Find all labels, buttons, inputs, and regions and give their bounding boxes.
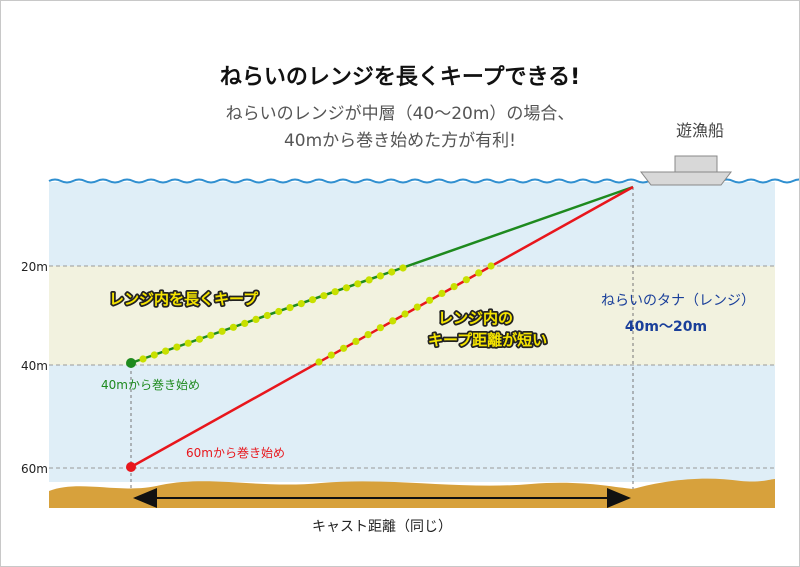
red-range-dot bbox=[413, 303, 421, 311]
green-callout: レンジ内を長くキープ bbox=[109, 290, 259, 308]
green-range-dot bbox=[399, 264, 407, 272]
green-range-dot bbox=[229, 323, 237, 331]
red-range-dot bbox=[462, 276, 470, 284]
target-range-band bbox=[49, 266, 775, 365]
green-range-dot bbox=[218, 327, 226, 335]
red-range-dot bbox=[426, 296, 434, 304]
green-range-dot bbox=[195, 335, 204, 343]
red-range-dot bbox=[327, 351, 335, 359]
green-range-dot bbox=[365, 276, 373, 284]
green-range-dot bbox=[309, 296, 317, 304]
red-range-dot bbox=[450, 283, 458, 291]
diagram-title: ねらいのレンジを長くキープできる! bbox=[219, 65, 581, 90]
green-range-dot bbox=[320, 292, 328, 300]
red-range-dot bbox=[487, 262, 495, 270]
red-range-dot bbox=[475, 269, 483, 277]
green-start-point bbox=[126, 358, 136, 368]
subtitle-line-1: ねらいのレンジが中層（40〜20m）の場合、 bbox=[225, 104, 575, 124]
green-range-dot bbox=[275, 307, 283, 316]
seabed bbox=[49, 478, 775, 508]
depth-label-60m: 60m bbox=[21, 462, 48, 476]
green-start-label: 40mから巻き始め bbox=[101, 378, 200, 392]
red-start-label: 60mから巻き始め bbox=[186, 446, 285, 460]
green-range-dot bbox=[388, 268, 396, 276]
green-range-dot bbox=[263, 311, 271, 320]
green-range-dot bbox=[252, 315, 260, 323]
green-range-dot bbox=[173, 343, 181, 351]
red-range-dot bbox=[364, 331, 372, 339]
range-label-line-2: 40m〜20m bbox=[625, 319, 707, 335]
fishing-boat bbox=[639, 155, 733, 186]
cast-distance-label: キャスト距離（同じ） bbox=[312, 518, 452, 535]
red-range-dot bbox=[340, 344, 348, 352]
green-range-dot bbox=[184, 339, 192, 347]
red-range-dot bbox=[401, 310, 409, 318]
red-range-dot bbox=[352, 337, 360, 345]
red-line-range-dots bbox=[315, 262, 495, 366]
subtitle-line-2: 40mから巻き始めた方が有利! bbox=[283, 131, 516, 151]
green-range-dot bbox=[376, 272, 384, 280]
depth-label-40m: 40m bbox=[21, 359, 48, 373]
red-range-dot bbox=[315, 358, 323, 366]
green-range-dot bbox=[354, 280, 362, 288]
red-range-dot bbox=[438, 289, 446, 297]
boat-label: 遊漁船 bbox=[676, 121, 724, 140]
green-range-dot bbox=[150, 351, 158, 359]
green-range-dot bbox=[207, 331, 215, 339]
diagram-subtitle: ねらいのレンジが中層（40〜20m）の場合、 40mから巻き始めた方が有利! bbox=[1, 101, 799, 155]
green-range-dot bbox=[331, 288, 339, 296]
red-callout-line-2: キープ距離が短い bbox=[428, 331, 547, 349]
red-range-dot bbox=[376, 324, 384, 332]
range-label-line-1: ねらいのタナ（レンジ） bbox=[601, 293, 755, 309]
green-range-dot bbox=[139, 355, 147, 363]
red-start-point bbox=[126, 462, 136, 472]
red-callout-line-1: レンジ内の bbox=[438, 309, 513, 327]
green-range-dot bbox=[286, 304, 294, 312]
green-range-dot bbox=[297, 300, 305, 308]
green-range-dot bbox=[241, 319, 249, 327]
green-line-range-dots bbox=[139, 264, 407, 363]
red-range-dot bbox=[389, 317, 397, 325]
green-range-dot bbox=[342, 284, 351, 292]
depth-label-20m: 20m bbox=[21, 260, 48, 274]
green-range-dot bbox=[162, 347, 170, 355]
